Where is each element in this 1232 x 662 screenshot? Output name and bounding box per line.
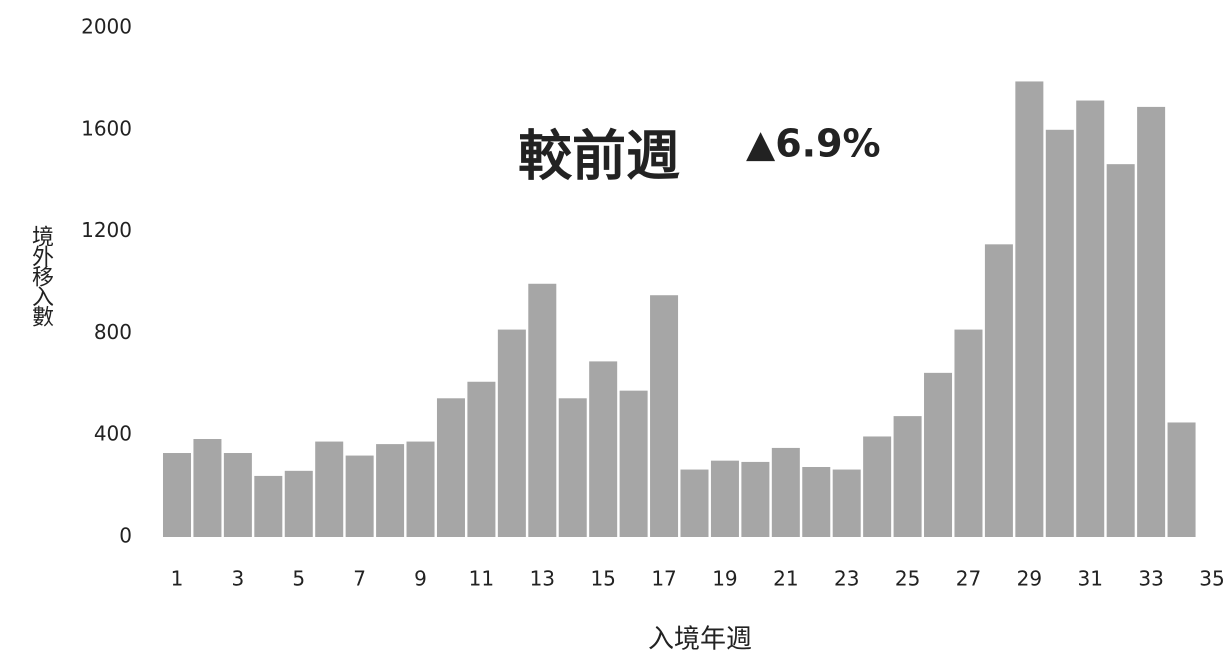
bar — [162, 453, 192, 537]
y-tick-label: 1200 — [81, 218, 132, 242]
bar — [802, 467, 831, 537]
bar — [467, 381, 496, 537]
x-tick-label: 13 — [530, 567, 555, 591]
x-tick-label: 11 — [469, 567, 494, 591]
x-tick-label: 31 — [1078, 567, 1103, 591]
bar — [771, 447, 800, 537]
bar — [984, 244, 1013, 537]
bar — [406, 441, 435, 537]
y-tick-label: 1600 — [81, 116, 132, 140]
x-tick-label: 27 — [956, 567, 981, 591]
x-tick-label: 9 — [414, 567, 427, 591]
bar — [1015, 81, 1044, 537]
bar — [345, 455, 374, 537]
y-axis-label: 境外移入數 — [28, 225, 54, 327]
x-tick-label: 7 — [353, 567, 366, 591]
x-tick-label: 29 — [1017, 567, 1042, 591]
bar — [1076, 100, 1105, 537]
y-tick-label: 0 — [119, 524, 132, 548]
bar — [528, 283, 557, 537]
bar — [589, 361, 618, 537]
x-axis-label: 入境年週 — [648, 625, 752, 655]
y-tick-label: 2000 — [81, 15, 132, 39]
x-tick-label: 17 — [651, 567, 676, 591]
x-tick-label: 19 — [712, 567, 737, 591]
x-tick-label: 3 — [232, 567, 245, 591]
bar — [619, 390, 648, 537]
bar — [1106, 164, 1135, 537]
x-tick-label: 33 — [1138, 567, 1163, 591]
x-tick-label: 5 — [292, 567, 305, 591]
bar — [1167, 422, 1196, 537]
bar — [863, 436, 892, 537]
x-tick-label: 25 — [895, 567, 920, 591]
bar — [650, 295, 679, 537]
bar — [893, 416, 922, 537]
annotation: 較前週 — [518, 125, 680, 188]
bar — [193, 439, 222, 537]
bar — [376, 444, 405, 537]
bar — [741, 461, 770, 537]
bar — [558, 398, 587, 537]
bar — [284, 470, 313, 537]
bar — [436, 398, 465, 537]
x-tick-label: 21 — [773, 567, 798, 591]
bar — [710, 460, 739, 537]
bar — [315, 441, 344, 537]
x-tick-label: 23 — [834, 567, 859, 591]
bar — [254, 475, 283, 537]
x-tick-label: 15 — [590, 567, 615, 591]
y-tick-label: 400 — [94, 422, 132, 446]
bar — [1045, 129, 1074, 538]
bar — [680, 469, 709, 537]
bar — [223, 453, 252, 537]
bar — [924, 372, 953, 537]
x-tick-label: 35 — [1199, 567, 1224, 591]
bar — [832, 469, 861, 537]
x-tick-label: 1 — [171, 567, 184, 591]
bar — [497, 329, 526, 537]
y-tick-label: 800 — [94, 320, 132, 344]
annotation: ▲6.9% — [746, 122, 881, 166]
bar — [954, 329, 983, 537]
bar — [1137, 106, 1166, 538]
